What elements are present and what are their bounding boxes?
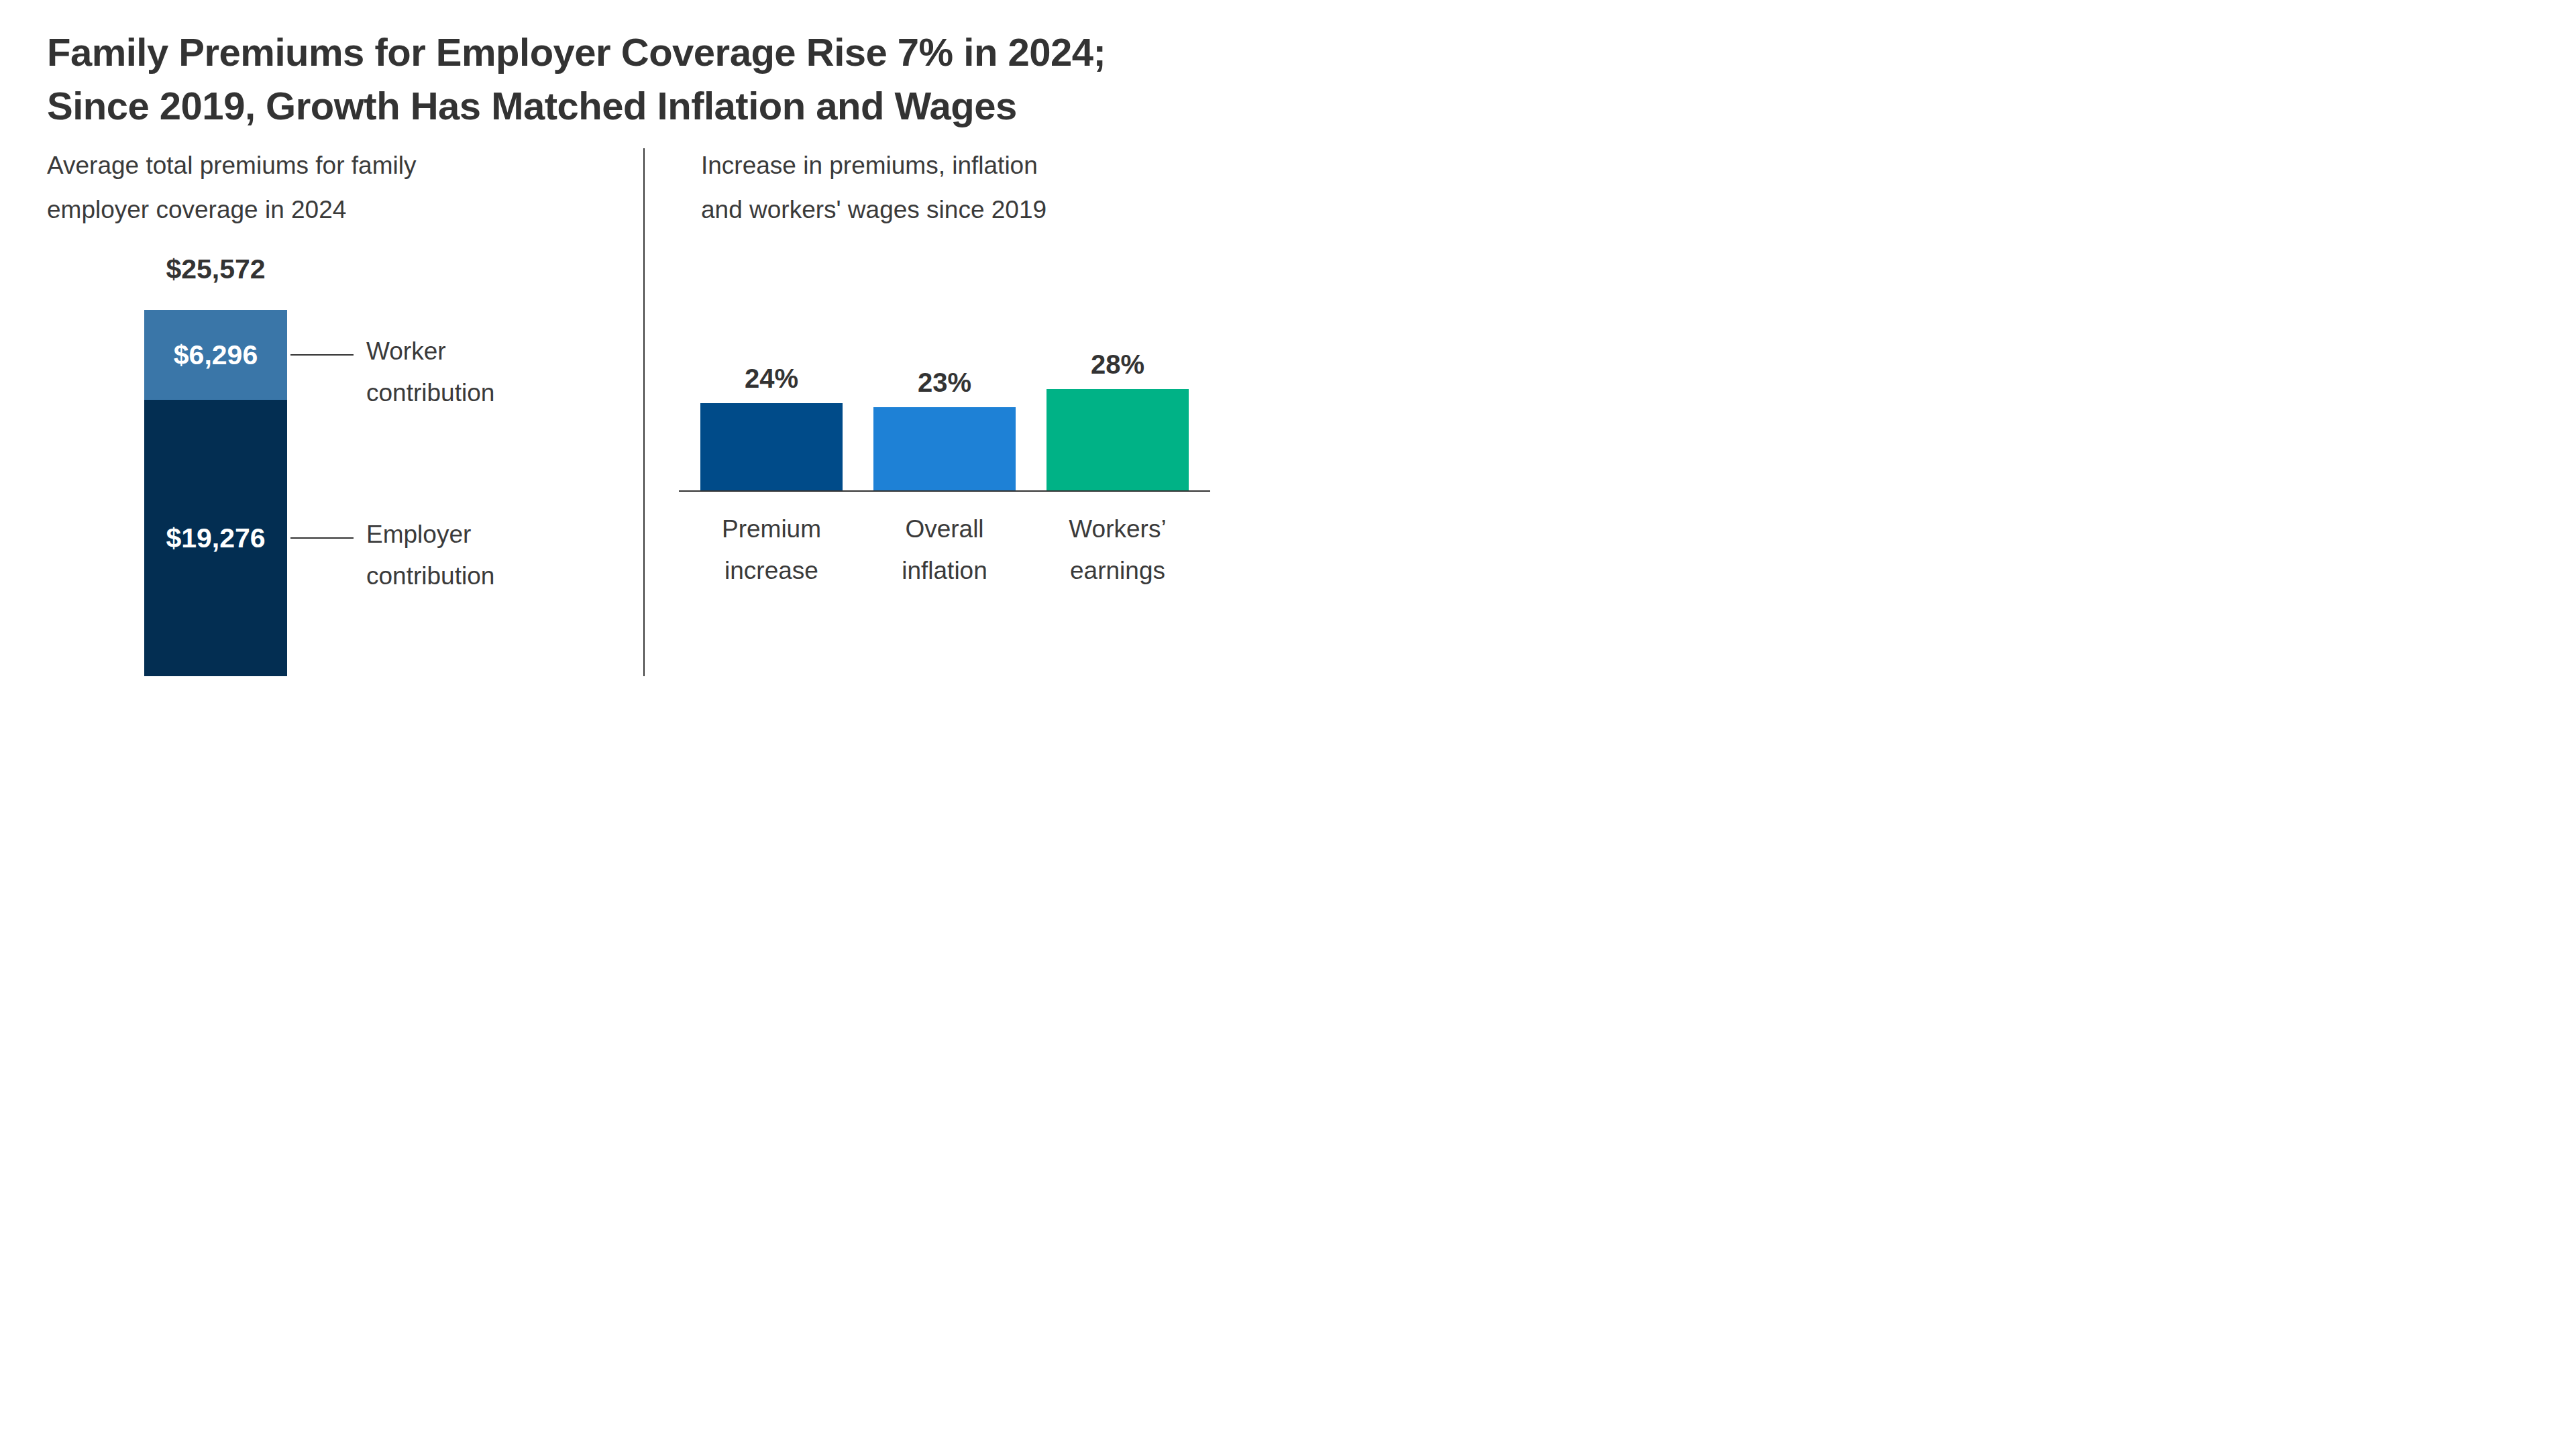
left-chart-subtitle: Average total premiums for family employ… [47,144,416,232]
x-axis-baseline [679,490,1210,492]
page-title: Family Premiums for Employer Coverage Ri… [47,25,1106,133]
bar-premium-increase: 24% [700,403,843,490]
percent-increase-chart: 24% 23% 28% [679,302,1210,492]
bar-overall-inflation: 23% [873,407,1016,490]
worker-contribution-connector-line [290,354,354,356]
employer-contribution-label: Employer contribution [366,514,494,597]
stacked-bar-total-label: $25,572 [144,254,287,285]
worker-contribution-value: $6,296 [174,339,258,371]
category-label-workers-earnings: Workers’ earnings [1017,508,1218,592]
bar-premium-increase-value: 24% [700,364,843,394]
category-label-premium-increase: Premium increase [671,508,872,592]
right-chart-subtitle: Increase in premiums, inflation and work… [701,144,1046,232]
bar-workers-earnings-value: 28% [1046,350,1189,380]
kff-premiums-infographic: Family Premiums for Employer Coverage Ri… [0,0,1288,724]
bar-workers-earnings: 28% [1046,389,1189,490]
panel-divider-line [643,148,645,676]
category-label-overall-inflation: Overall inflation [844,508,1045,592]
bar-overall-inflation-value: 23% [873,368,1016,398]
employer-contribution-segment: $19,276 [144,400,287,676]
employer-contribution-connector-line [290,537,354,539]
stacked-bar: $6,296 $19,276 [144,310,287,676]
worker-contribution-segment: $6,296 [144,310,287,400]
worker-contribution-label: Worker contribution [366,331,494,414]
employer-contribution-value: $19,276 [166,523,265,554]
